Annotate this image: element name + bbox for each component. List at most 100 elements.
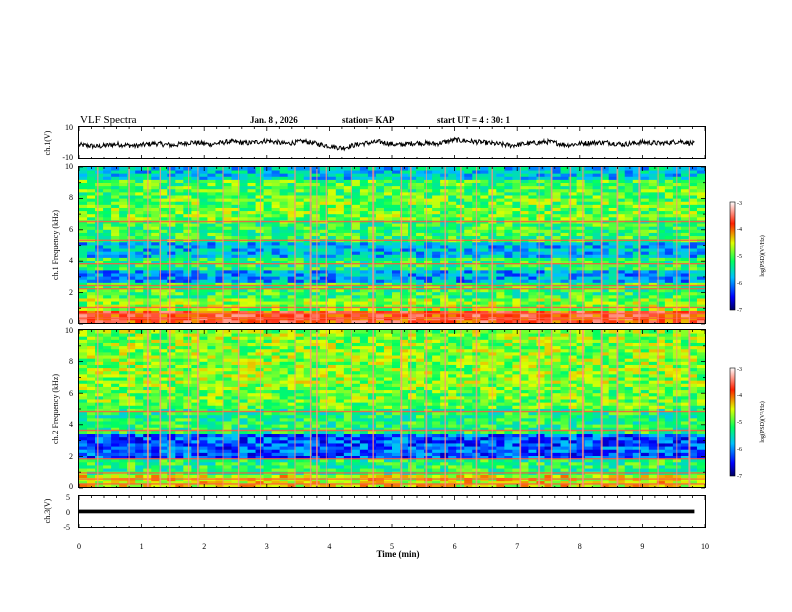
ch2-spectrogram-cell bbox=[351, 455, 361, 460]
ch1-spectrogram-cell bbox=[560, 313, 569, 318]
ch1-spectrogram-cell bbox=[335, 273, 345, 277]
ch1-spectrogram-cell bbox=[111, 176, 120, 180]
ch2-spectrogram-cell bbox=[592, 458, 602, 463]
ch1-spectrogram-cell bbox=[416, 229, 425, 233]
ch1-spectrogram-cell bbox=[287, 204, 297, 208]
ch1-spectrogram-cell bbox=[319, 263, 329, 268]
ch1-spectrogram-cell bbox=[231, 167, 240, 171]
ch1-spectrogram-cell bbox=[87, 241, 96, 246]
ch1-spectrogram-cell bbox=[247, 213, 256, 218]
ch1-spectrogram-cell bbox=[600, 226, 610, 230]
ch1-spectrogram-cell bbox=[680, 294, 690, 299]
ch1-spectrogram-cell bbox=[696, 248, 706, 252]
ch2-spectrogram-cell bbox=[664, 465, 674, 469]
ch1-spectrogram-cell bbox=[648, 170, 658, 174]
ch2-spectrogram-cell bbox=[359, 480, 369, 485]
ch2-spectrogram-cell bbox=[327, 461, 337, 466]
ch2-spectrogram-cell bbox=[175, 452, 184, 456]
ch2-spectrogram-cell bbox=[287, 483, 297, 488]
ch2-spectrogram-cell bbox=[255, 465, 264, 469]
ch1-spectrogram-cell bbox=[608, 245, 618, 249]
ch1-spectrogram-cell bbox=[432, 254, 441, 258]
ch1-spectrogram-cell bbox=[416, 269, 425, 274]
ch1-spectrogram-cell bbox=[159, 210, 168, 215]
ch1-spectrogram-cell bbox=[215, 191, 224, 196]
ch1-spectrogram-cell bbox=[159, 198, 168, 202]
ch1-spectrogram-cell bbox=[303, 232, 313, 237]
ch1-spectrogram-cell bbox=[327, 291, 337, 296]
ch1-spectrogram-cell bbox=[319, 167, 329, 171]
ch1-spectrogram-cell bbox=[215, 279, 224, 283]
ch1-spectrogram-cell bbox=[207, 185, 216, 190]
ch2-spectrogram-cell bbox=[512, 468, 521, 472]
ch1-spectrogram-cell bbox=[231, 263, 240, 268]
ch1-spectrogram-cell bbox=[568, 254, 577, 258]
ch1-spectrogram-cell bbox=[648, 319, 658, 324]
ch1-spectrogram-cell bbox=[159, 204, 168, 208]
ch2-spectrogram-cell bbox=[255, 458, 264, 463]
ch1-spectrogram-cell bbox=[680, 254, 690, 258]
ch1-spectrogram-cell bbox=[648, 216, 658, 221]
ch1-spectrogram-cell bbox=[424, 201, 433, 205]
ch1-spectrogram-cell bbox=[696, 304, 706, 308]
ch2-spectrogram-cell bbox=[424, 474, 433, 478]
ch1-spectrogram-cell bbox=[303, 167, 313, 171]
ch1-spectrogram-cell bbox=[247, 266, 256, 271]
ch1-spectrogram-cell bbox=[247, 170, 256, 174]
ch1-spectrogram-cell bbox=[696, 191, 706, 196]
ch1-spectrogram-cell bbox=[512, 204, 521, 208]
ch1-spectrogram-cell bbox=[263, 257, 273, 261]
ch1-spectrogram-cell bbox=[584, 288, 594, 293]
ch1-spectrogram-cell bbox=[255, 288, 264, 293]
ch2-spectrogram-cell bbox=[656, 480, 666, 485]
ch1-spectrogram-cell bbox=[239, 170, 248, 174]
ch1-spectrogram-cell bbox=[239, 223, 248, 227]
ch1-spectrogram-cell bbox=[648, 307, 658, 311]
ch1-spectrogram-cell bbox=[263, 298, 273, 302]
ch1-spectrogram-cell bbox=[512, 245, 521, 249]
ch1-spectrogram-cell bbox=[319, 235, 329, 240]
ch2-spectrogram-cell bbox=[103, 480, 112, 485]
ch1-spectrogram-cell bbox=[207, 319, 216, 324]
ch1-spectrogram-cell bbox=[448, 232, 457, 237]
ch1-spectrogram-cell bbox=[432, 191, 441, 196]
ch1-spectrogram-cell bbox=[167, 226, 176, 230]
ch1-spectrogram-cell bbox=[119, 273, 128, 277]
ch1-spectrogram-cell bbox=[696, 223, 706, 227]
ch1-spectrogram-cell bbox=[111, 173, 120, 177]
ch1-spectrogram-cell bbox=[664, 319, 674, 324]
ch1-spectrogram-cell bbox=[432, 313, 441, 318]
ch1-spectrogram-cell bbox=[319, 201, 329, 205]
ch1-spectrogram-cell bbox=[680, 282, 690, 286]
ch1-spectrogram-cell bbox=[127, 216, 136, 221]
ch1-spectrogram-cell bbox=[424, 198, 433, 202]
ch1-spectrogram-cell bbox=[392, 319, 401, 324]
ch1-spectrogram-cell bbox=[696, 269, 706, 274]
ch1-spectrogram-cell bbox=[408, 294, 417, 299]
ch1-spectrogram-cell bbox=[440, 185, 449, 190]
ch1-spectrogram-cell bbox=[504, 307, 513, 311]
ch1-spectrogram-cell bbox=[448, 282, 457, 286]
ch1-spectrogram-cell bbox=[576, 307, 586, 311]
ch1-spectrogram-cell bbox=[632, 229, 642, 233]
ch1-spectrogram-cell bbox=[544, 304, 553, 308]
ch1-spectrogram-cell bbox=[432, 210, 441, 215]
ch1-spectrogram-cell bbox=[632, 266, 642, 271]
ch1-spectrogram-cell bbox=[351, 198, 361, 202]
ch1-spectrogram-cell bbox=[528, 167, 537, 171]
ch1-spectrogram-cell bbox=[303, 223, 313, 227]
ch2-spectrogram-cell bbox=[319, 461, 329, 466]
ch2-spectrogram-cell bbox=[688, 474, 698, 478]
ch2-spectrogram-cell bbox=[440, 483, 449, 488]
ch1-spectrogram-cell bbox=[367, 185, 377, 190]
ch1-spectrogram-cell bbox=[191, 282, 200, 286]
ch1-spectrogram-cell bbox=[335, 191, 345, 196]
ch1-spectrogram-cell bbox=[335, 176, 345, 180]
ch1-spectrogram-cell bbox=[95, 307, 104, 311]
ch1-spectrogram-cell bbox=[223, 245, 232, 249]
ch2-spectrogram-cell bbox=[544, 461, 553, 466]
ch1-spectrogram-cell bbox=[560, 201, 569, 205]
ch1-spectrogram-cell bbox=[440, 207, 449, 212]
ch1-spectrogram-cell bbox=[207, 279, 216, 283]
ch1-spectrogram-cell bbox=[400, 216, 409, 221]
